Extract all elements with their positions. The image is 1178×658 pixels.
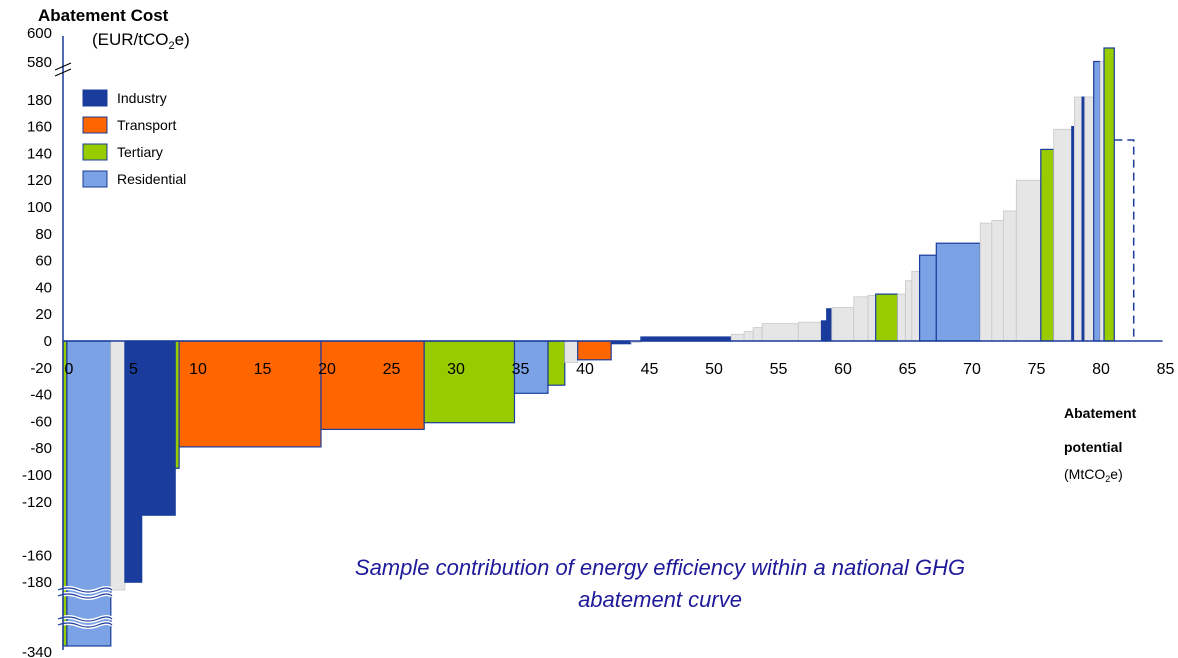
y-tick-label-1: 580 <box>27 54 52 71</box>
y-tick-label-4: 140 <box>27 145 52 162</box>
bar-other-34 <box>1003 210 1017 342</box>
bar-break-wave-2 <box>57 616 113 622</box>
y-tick-label-0: 600 <box>27 25 52 42</box>
x-tick-label-10: 50 <box>705 361 723 378</box>
legend-swatch-transport <box>82 116 108 134</box>
y-tick-label-6: 100 <box>27 199 52 216</box>
bar-other-2 <box>110 340 126 591</box>
y-tick-label-18: -160 <box>22 547 52 564</box>
bar-break-wave-1 <box>57 593 113 599</box>
x-tick-label-13: 65 <box>899 361 917 378</box>
bar-other-37 <box>1053 128 1073 342</box>
bar-residential-1 <box>66 340 112 647</box>
bar-transport-12 <box>577 340 612 361</box>
bar-other-16 <box>730 333 745 342</box>
bar-transport-7 <box>320 340 425 431</box>
x-tick-label-15: 75 <box>1028 361 1046 378</box>
y-tick-label-5: 120 <box>27 172 52 189</box>
legend-swatch-residential <box>82 170 108 188</box>
bar-residential-31 <box>935 242 981 342</box>
bar-residential-30 <box>918 254 937 342</box>
x-tick-label-0: 0 <box>65 361 74 378</box>
bar-other-28 <box>905 280 913 342</box>
y-tick-label-16: -100 <box>22 467 52 484</box>
x-axis-title-line2: potential <box>1064 439 1123 455</box>
bar-residential-42 <box>1093 60 1101 342</box>
legend-label-tertiary: Tertiary <box>117 144 163 160</box>
bar-other-23 <box>831 307 855 342</box>
bar-tertiary-36 <box>1040 148 1055 342</box>
bar-industry-21 <box>820 320 828 342</box>
x-tick-label-17: 85 <box>1157 361 1175 378</box>
y-tick-label-9: 40 <box>35 279 52 296</box>
x-axis-unit: (MtCO2e) <box>1064 466 1123 485</box>
y-axis-break-mark-top <box>54 62 72 71</box>
bar-other-32 <box>979 222 993 342</box>
y-tick-label-10: 20 <box>35 306 52 323</box>
bar-other-24 <box>853 296 869 342</box>
bar-tertiary-8 <box>423 340 516 424</box>
y-tick-label-11: 0 <box>44 333 52 350</box>
y-tick-label-19: -180 <box>22 574 52 591</box>
bar-other-41 <box>1084 96 1095 342</box>
bar-other-18 <box>752 327 763 342</box>
y-tick-label-13: -40 <box>30 387 52 404</box>
x-tick-label-7: 35 <box>512 361 530 378</box>
y-tick-label-3: 160 <box>27 119 52 136</box>
x-tick-label-3: 15 <box>254 361 272 378</box>
y-axis-title: Abatement Cost <box>38 6 169 25</box>
y-tick-label-8: 60 <box>35 253 52 270</box>
bar-other-20 <box>797 321 822 342</box>
bar-break-wave-3 <box>57 622 113 628</box>
x-tick-label-4: 20 <box>318 361 336 378</box>
y-tick-label-20: -340 <box>22 644 52 658</box>
x-tick-label-8: 40 <box>576 361 594 378</box>
x-tick-label-9: 45 <box>641 361 659 378</box>
y-tick-label-7: 80 <box>35 226 52 243</box>
bar-industry-22 <box>826 308 833 342</box>
bar-other-25 <box>867 294 877 342</box>
y-tick-label-2: 180 <box>27 92 52 109</box>
y-tick-label-15: -80 <box>30 440 52 457</box>
legend-label-transport: Transport <box>117 117 177 133</box>
x-tick-label-11: 55 <box>770 361 788 378</box>
bar-other-33 <box>991 219 1004 342</box>
legend-label-industry: Industry <box>117 90 167 106</box>
x-tick-label-1: 5 <box>129 361 138 378</box>
y-axis-break-mark-bottom <box>54 68 72 77</box>
legend-swatch-tertiary <box>82 143 108 161</box>
legend-label-residential: Residential <box>117 171 186 187</box>
bar-tertiary-10 <box>547 340 566 386</box>
x-tick-label-6: 30 <box>447 361 465 378</box>
y-tick-label-17: -120 <box>22 494 52 511</box>
bar-other-29 <box>911 270 920 342</box>
x-axis-title-line1: Abatement <box>1064 405 1137 421</box>
y-tick-label-12: -20 <box>30 360 52 377</box>
bar-other-27 <box>897 293 906 342</box>
bar-other-11 <box>564 340 579 363</box>
bar-other-39 <box>1074 96 1083 342</box>
bar-other-35 <box>1015 179 1042 342</box>
bar-industry-4 <box>141 340 176 516</box>
bar-other-19 <box>761 323 799 342</box>
bar-transport-6 <box>178 340 322 448</box>
y-axis-unit: (EUR/tCO2e) <box>92 30 190 52</box>
bar-break-wave-0 <box>57 587 113 593</box>
x-tick-label-12: 60 <box>834 361 852 378</box>
x-tick-label-16: 80 <box>1092 361 1110 378</box>
legend-swatch-industry <box>82 89 108 107</box>
y-tick-label-14: -60 <box>30 413 52 430</box>
x-tick-label-14: 70 <box>963 361 981 378</box>
bar-other-17 <box>743 331 754 342</box>
bar-tertiary-44 <box>1103 47 1115 342</box>
dashed-potential-bar <box>1114 139 1135 341</box>
bar-tertiary-26 <box>875 293 899 342</box>
x-tick-label-2: 10 <box>189 361 207 378</box>
x-tick-label-5: 25 <box>383 361 401 378</box>
chart-caption: Sample contribution of energy efficiency… <box>354 555 966 612</box>
